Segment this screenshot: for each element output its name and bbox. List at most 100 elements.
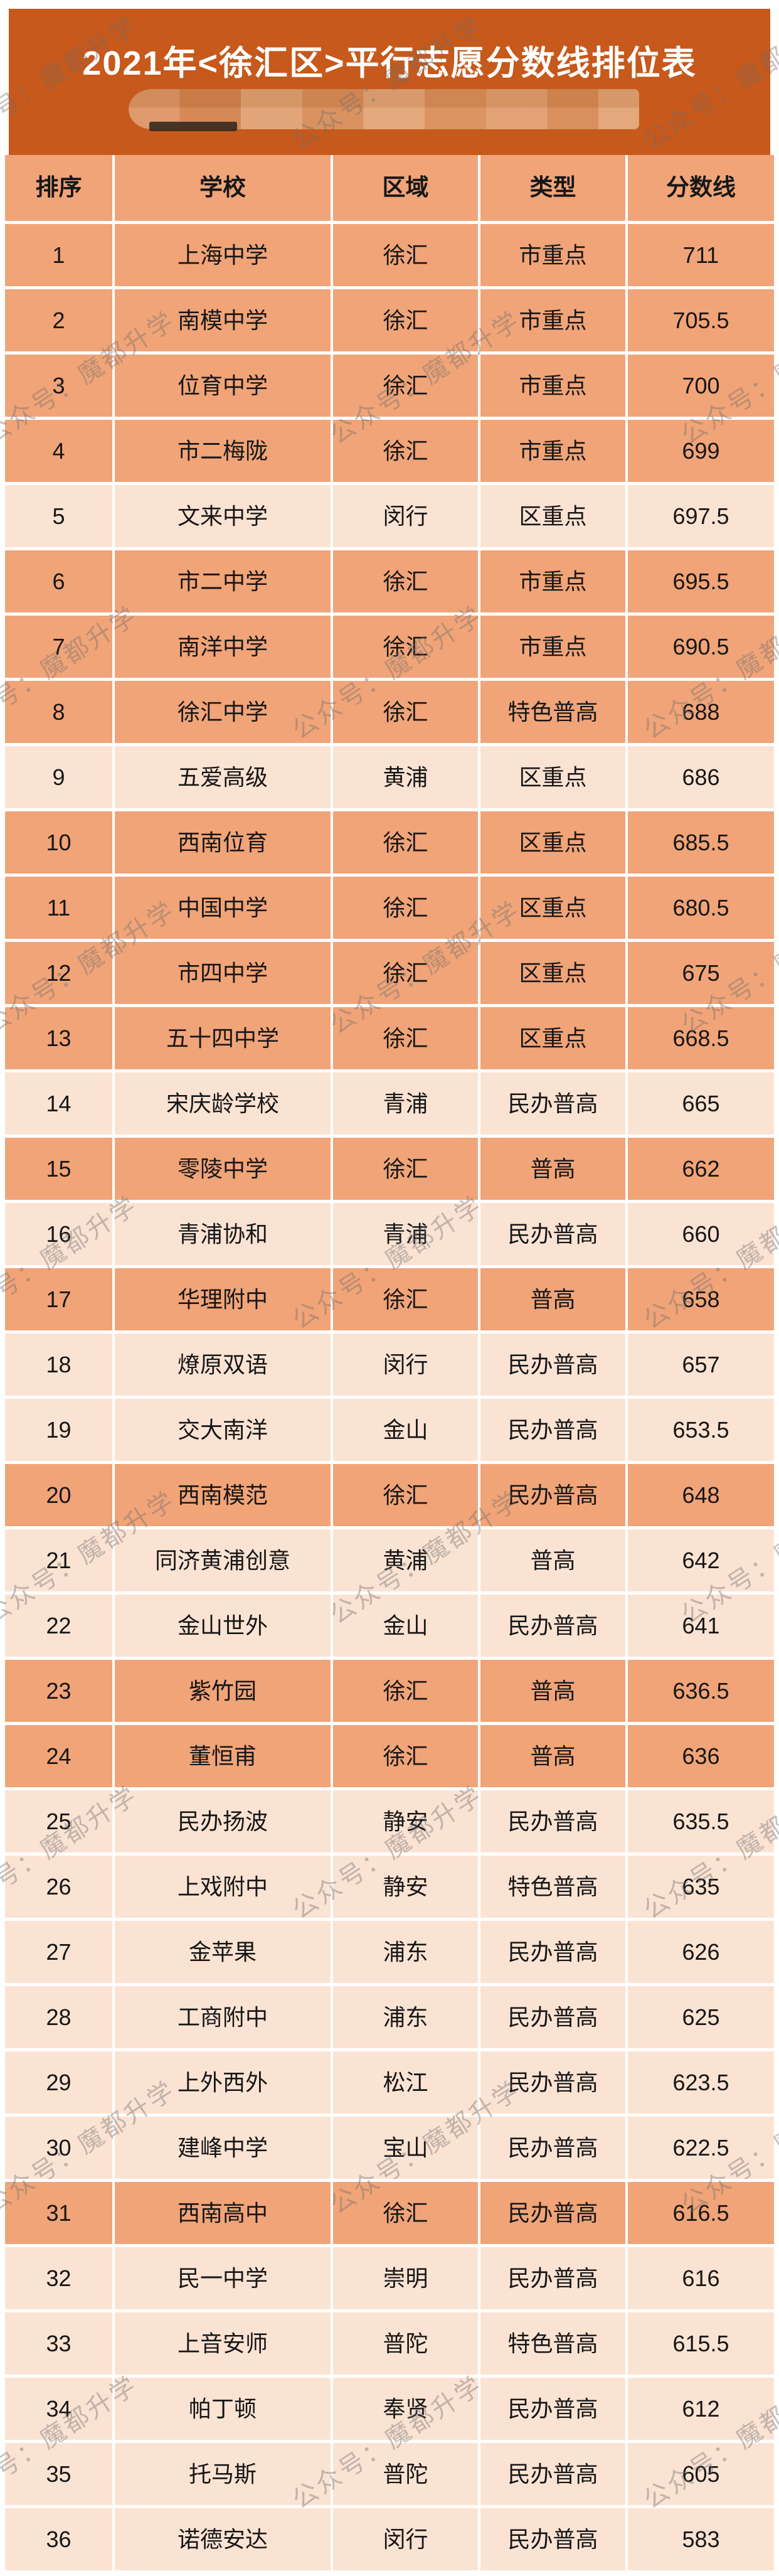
table-row: 25 民办扬波 静安 民办普高 635.5: [5, 1790, 774, 1852]
cell-type: 民办普高: [480, 2117, 625, 2179]
cell-type: 市重点: [480, 224, 625, 286]
cell-rank: 9: [5, 746, 112, 808]
table-row: 8 徐汇中学 徐汇 特色普高 688: [5, 681, 774, 743]
cell-score: 653.5: [628, 1399, 774, 1461]
table-row: 5 文来中学 闵行 区重点 697.5: [5, 485, 774, 547]
cell-school: 市二中学: [115, 550, 331, 612]
cell-score: 636.5: [628, 1660, 774, 1722]
cell-score: 705.5: [628, 289, 774, 351]
cell-rank: 27: [5, 1921, 112, 1983]
cell-rank: 15: [5, 1138, 112, 1200]
cell-district: 金山: [333, 1595, 478, 1657]
cell-school: 上海中学: [115, 224, 331, 286]
cell-type: 普高: [480, 1268, 625, 1330]
cell-rank: 24: [5, 1725, 112, 1787]
cell-school: 托马斯: [115, 2443, 331, 2505]
cell-rank: 4: [5, 420, 112, 482]
table-row: 2 南模中学 徐汇 市重点 705.5: [5, 289, 774, 351]
cell-score: 616.5: [628, 2182, 774, 2244]
cell-type: 普高: [480, 1725, 625, 1787]
cell-district: 徐汇: [333, 550, 478, 612]
cell-school: 宋庆龄学校: [115, 1072, 331, 1135]
cell-type: 民办普高: [480, 1399, 625, 1461]
table-row: 35 托马斯 普陀 民办普高 605: [5, 2443, 774, 2505]
cell-type: 民办普高: [480, 1333, 625, 1396]
cell-rank: 13: [5, 1007, 112, 1069]
cell-score: 622.5: [628, 2117, 774, 2179]
col-header-type: 类型: [480, 155, 625, 221]
cell-rank: 2: [5, 289, 112, 351]
cell-rank: 8: [5, 681, 112, 743]
cell-district: 徐汇: [333, 2182, 478, 2244]
cell-district: 闵行: [333, 2508, 478, 2570]
col-header-district: 区域: [333, 155, 478, 221]
cell-score: 635.5: [628, 1790, 774, 1852]
cell-district: 徐汇: [333, 811, 478, 874]
cell-type: 民办普高: [480, 1595, 625, 1657]
cell-score: 680.5: [628, 877, 774, 939]
cell-score: 675: [628, 942, 774, 1004]
cell-district: 徐汇: [333, 942, 478, 1004]
cell-school: 市四中学: [115, 942, 331, 1004]
cell-score: 612: [628, 2378, 774, 2440]
table-row: 16 青浦协和 青浦 民办普高 660: [5, 1203, 774, 1265]
cell-district: 徐汇: [333, 877, 478, 939]
cell-score: 641: [628, 1595, 774, 1657]
cell-district: 青浦: [333, 1203, 478, 1265]
cell-type: 民办普高: [480, 1203, 625, 1265]
table-row: 28 工商附中 浦东 民办普高 625: [5, 1986, 774, 2048]
cell-district: 奉贤: [333, 2378, 478, 2440]
cell-rank: 7: [5, 616, 112, 678]
table-row: 10 西南位育 徐汇 区重点 685.5: [5, 811, 774, 874]
cell-score: 686: [628, 746, 774, 808]
cell-rank: 20: [5, 1464, 112, 1526]
table-row: 26 上戏附中 静安 特色普高 635: [5, 1856, 774, 1918]
table-row: 33 上音安师 普陀 特色普高 615.5: [5, 2312, 774, 2375]
cell-school: 上音安师: [115, 2312, 331, 2375]
cell-type: 普高: [480, 1660, 625, 1722]
cell-rank: 12: [5, 942, 112, 1004]
cell-score: 616: [628, 2247, 774, 2309]
cell-rank: 26: [5, 1856, 112, 1918]
cell-rank: 29: [5, 2051, 112, 2114]
cell-school: 位育中学: [115, 355, 331, 417]
table-row: 3 位育中学 徐汇 市重点 700: [5, 355, 774, 417]
table-row: 19 交大南洋 金山 民办普高 653.5: [5, 1399, 774, 1461]
cell-rank: 31: [5, 2182, 112, 2244]
cell-district: 徐汇: [333, 1660, 478, 1722]
cell-score: 690.5: [628, 616, 774, 678]
cell-type: 民办普高: [480, 1072, 625, 1135]
table-row: 18 燎原双语 闵行 民办普高 657: [5, 1333, 774, 1396]
cell-school: 同济黄浦创意: [115, 1529, 331, 1591]
cell-school: 建峰中学: [115, 2117, 331, 2179]
cell-school: 五十四中学: [115, 1007, 331, 1069]
cell-type: 特色普高: [480, 681, 625, 743]
cell-type: 市重点: [480, 289, 625, 351]
cell-score: 642: [628, 1529, 774, 1591]
cell-rank: 16: [5, 1203, 112, 1265]
cell-rank: 34: [5, 2378, 112, 2440]
cell-district: 浦东: [333, 1986, 478, 2048]
cell-school: 华理附中: [115, 1268, 331, 1330]
table-row: 29 上外西外 松江 民办普高 623.5: [5, 2051, 774, 2114]
cell-district: 浦东: [333, 1921, 478, 1983]
cell-district: 黄浦: [333, 1529, 478, 1591]
cell-district: 徐汇: [333, 1464, 478, 1526]
cell-score: 685.5: [628, 811, 774, 874]
cell-school: 徐汇中学: [115, 681, 331, 743]
cell-score: 625: [628, 1986, 774, 2048]
page-title: 2021年<徐汇区>平行志愿分数线排位表: [82, 45, 697, 82]
cell-type: 民办普高: [480, 2378, 625, 2440]
table-row: 15 零陵中学 徐汇 普高 662: [5, 1138, 774, 1200]
table-row: 7 南洋中学 徐汇 市重点 690.5: [5, 616, 774, 678]
cell-school: 五爱高级: [115, 746, 331, 808]
cell-school: 文来中学: [115, 485, 331, 547]
cell-type: 民办普高: [480, 1921, 625, 1983]
cell-rank: 23: [5, 1660, 112, 1722]
cell-type: 普高: [480, 1529, 625, 1591]
cell-score: 665: [628, 1072, 774, 1135]
header-banner: 2021年<徐汇区>平行志愿分数线排位表: [9, 9, 770, 155]
cell-type: 市重点: [480, 420, 625, 482]
cell-type: 民办普高: [480, 2508, 625, 2570]
cell-district: 普陀: [333, 2312, 478, 2375]
